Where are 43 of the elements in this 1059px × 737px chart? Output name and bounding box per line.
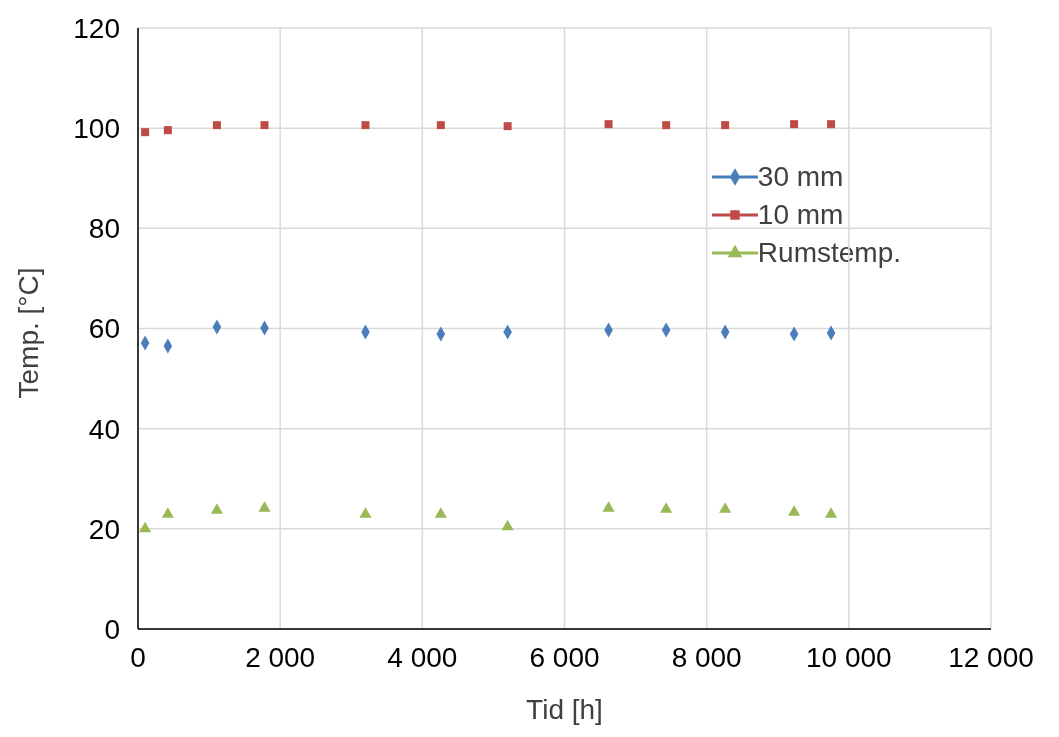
y-tick-label: 20	[88, 513, 120, 545]
point	[161, 507, 174, 518]
point	[503, 122, 512, 131]
point	[604, 120, 613, 129]
point	[434, 507, 447, 518]
point	[258, 501, 271, 512]
x-tick-label: 2 000	[245, 641, 316, 673]
y-tick-label: 60	[88, 313, 120, 345]
point	[602, 501, 615, 512]
y-tick-label: 120	[73, 12, 120, 44]
point	[721, 121, 730, 130]
point	[141, 128, 150, 137]
point	[436, 121, 445, 130]
x-tick-label: 4 000	[387, 641, 458, 673]
y-tick-label: 80	[88, 213, 120, 245]
x-axis-title: Tid [h]	[526, 694, 603, 725]
point	[139, 521, 152, 533]
x-tick-label: 12 000	[948, 641, 1034, 673]
point	[210, 503, 223, 514]
x-tick-label: 10 000	[806, 641, 892, 673]
y-tick-label: 100	[73, 113, 120, 145]
point	[827, 120, 836, 129]
point	[790, 120, 799, 129]
point	[212, 121, 221, 130]
point	[824, 507, 838, 518]
x-tick-label: 6 000	[529, 641, 600, 673]
point	[361, 121, 370, 130]
legend-label: 30 mm	[757, 160, 844, 194]
y-tick-label: 40	[88, 413, 120, 445]
y-tick-label: 0	[104, 613, 120, 645]
legend-label: Rumstemp.	[757, 236, 901, 270]
point	[359, 507, 372, 518]
x-tick-label: 8 000	[671, 641, 742, 673]
point	[260, 121, 269, 130]
y-axis-title: Temp. [°C]	[12, 267, 44, 399]
point	[163, 126, 172, 135]
legend-label: 10 mm	[757, 198, 844, 232]
point	[788, 505, 801, 516]
point	[719, 502, 732, 513]
point	[660, 502, 673, 513]
point	[662, 121, 671, 130]
point	[501, 519, 514, 531]
x-tick-label: 0	[130, 641, 146, 673]
